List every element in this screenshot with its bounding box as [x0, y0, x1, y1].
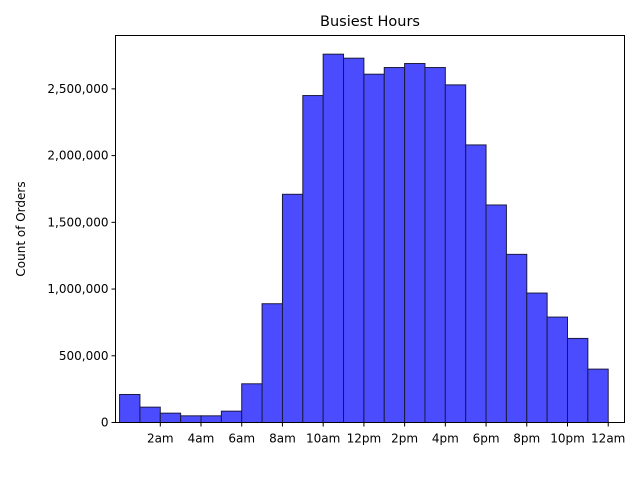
bar-hour-21	[546, 316, 568, 423]
bar-hour-18	[485, 204, 507, 423]
bar-hour-17	[465, 144, 487, 423]
x-ticks-group: 2am 4am 6am 8am 10am 12pm 2pm 4pm 6pm 8pm 10pm 12am	[147, 422, 625, 446]
bar-hour-9	[302, 95, 324, 424]
plot-frame	[115, 35, 625, 423]
bars-group	[119, 53, 609, 424]
bar-hour-11	[343, 57, 365, 423]
bar-hour-5	[220, 410, 243, 424]
x-tick-label: 8pm	[513, 432, 540, 446]
chart-title: Busiest Hours	[320, 14, 420, 30]
x-tick-label: 2pm	[391, 432, 418, 446]
bar-hour-19	[505, 253, 528, 423]
bar-hour-13	[383, 67, 406, 423]
bar-hour-10	[322, 53, 345, 424]
y-tick-label: 1,000,000	[47, 282, 108, 296]
bar-hour-2	[159, 412, 182, 424]
y-axis-label: Count of Orders	[14, 181, 28, 276]
y-ticks-group: 0 500,000 1,000,000 1,500,000 2,000,000 2,500…	[47, 82, 116, 430]
bar-hour-23	[587, 368, 609, 423]
bar-hour-0	[119, 393, 141, 424]
bar-hour-6	[241, 383, 263, 423]
x-tick-label: 4pm	[432, 432, 459, 446]
x-tick-label: 12pm	[347, 432, 382, 446]
bar-hour-15	[424, 67, 446, 423]
y-tick-label: 1,500,000	[47, 215, 108, 229]
bar-hour-4	[200, 415, 222, 423]
x-tick-label: 6am	[228, 432, 255, 446]
bar-hour-8	[281, 193, 304, 423]
x-tick-label: 12am	[591, 432, 625, 446]
bar-hour-16	[444, 84, 467, 423]
x-tick-label: 2am	[147, 432, 174, 446]
x-tick-label: 8am	[269, 432, 296, 446]
bar-hour-3	[180, 415, 202, 423]
bar-hour-20	[526, 292, 548, 423]
bar-hour-7	[261, 303, 283, 424]
y-tick-label: 2,500,000	[47, 82, 108, 96]
bar-hour-1	[139, 406, 161, 423]
y-tick-label: 2,000,000	[47, 149, 108, 163]
x-tick-label: 6pm	[473, 432, 500, 446]
y-tick-label: 500,000	[59, 349, 109, 363]
x-tick-label: 4am	[188, 432, 215, 446]
x-tick-label: 10pm	[550, 432, 585, 446]
bar-hour-12	[363, 73, 385, 423]
y-tick-label: 0	[101, 416, 109, 430]
bar-hour-22	[566, 337, 589, 423]
x-tick-label: 10am	[306, 432, 340, 446]
bar-hour-14	[404, 63, 426, 424]
